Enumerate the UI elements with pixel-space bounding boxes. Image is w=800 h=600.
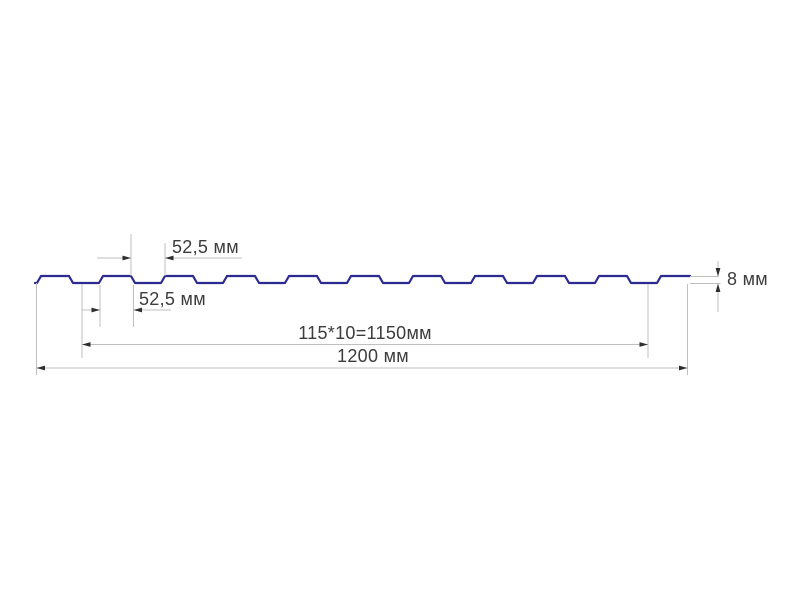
dim-crest-width-top	[97, 234, 242, 276]
arrowhead-icon	[82, 342, 91, 347]
overall-width-label: 1200 мм	[337, 346, 409, 366]
profile-sheet-outline	[33, 274, 692, 285]
dim-height	[690, 261, 721, 312]
dim-crest-width-bottom	[82, 285, 171, 327]
dim-working-width	[81, 284, 649, 358]
dimension-annotations	[36, 234, 721, 375]
arrowhead-icon	[91, 307, 100, 313]
arrowhead-icon	[165, 255, 174, 261]
crest-width-bottom-label: 52,5 мм	[139, 289, 206, 309]
arrowhead-icon	[715, 283, 721, 292]
crest-width-top-label: 52,5 мм	[172, 237, 239, 257]
arrowhead-icon	[639, 342, 648, 347]
height-label: 8 мм	[727, 269, 768, 289]
arrowhead-icon	[122, 255, 131, 261]
arrowhead-icon	[679, 365, 688, 371]
working-width-label: 115*10=1150мм	[298, 323, 432, 343]
arrowhead-icon	[36, 365, 45, 371]
dim-overall-width	[36, 283, 688, 375]
arrowhead-icon	[715, 268, 721, 277]
arrowhead-icon	[133, 307, 142, 313]
